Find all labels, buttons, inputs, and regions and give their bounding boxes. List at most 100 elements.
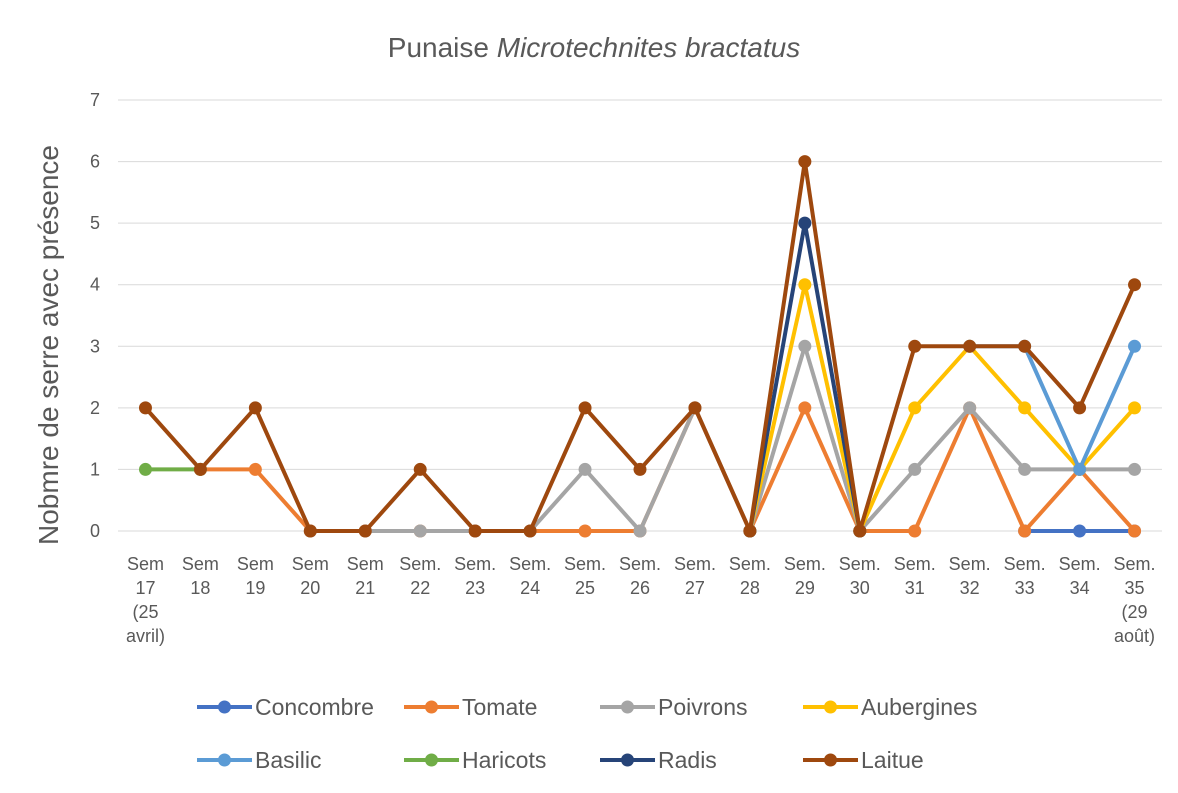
series-marker: [1128, 462, 1142, 476]
series-marker: [798, 278, 812, 292]
legend-marker: [824, 753, 837, 767]
legend-marker: [425, 700, 438, 714]
x-tick-label: Sem. 22: [399, 554, 441, 598]
x-tick-line: Sem.: [729, 554, 771, 574]
legend-label: Basilic: [255, 747, 321, 773]
series-marker: [578, 524, 592, 538]
x-tick-line: Sem.: [564, 554, 606, 574]
x-tick-line: 17: [135, 578, 155, 598]
legend-label: Aubergines: [861, 694, 977, 720]
x-tick-line: 31: [905, 578, 925, 598]
series-marker: [798, 401, 812, 415]
x-tick-line: 34: [1070, 578, 1090, 598]
x-tick-line: Sem.: [1114, 554, 1156, 574]
series-marker: [908, 524, 922, 538]
series-marker: [963, 401, 977, 415]
series-marker: [1073, 462, 1087, 476]
x-tick-line: Sem.: [399, 554, 441, 574]
series-marker: [303, 524, 317, 538]
x-tick-label: Sem 17 (25 avril): [126, 554, 165, 646]
x-tick-line: 29: [795, 578, 815, 598]
x-tick-line: Sem.: [839, 554, 881, 574]
x-tick-line: 26: [630, 578, 650, 598]
legend-marker: [218, 753, 231, 767]
x-tick-line: 30: [850, 578, 870, 598]
x-tick-line: Sem.: [509, 554, 551, 574]
x-tick-label: Sem. 25: [564, 554, 606, 598]
x-tick-line: 20: [300, 578, 320, 598]
series-marker: [908, 462, 922, 476]
series-marker: [578, 462, 592, 476]
y-axis-label: Nobmre de serre avec présence: [33, 145, 64, 545]
series-marker: [908, 339, 922, 353]
x-tick-line: 24: [520, 578, 540, 598]
x-tick-line: Sem: [347, 554, 384, 574]
y-tick-label: 7: [90, 90, 100, 110]
x-tick-line: 18: [190, 578, 210, 598]
y-tick-label: 1: [90, 459, 100, 479]
legend-marker: [218, 700, 231, 714]
x-tick-line: Sem.: [784, 554, 826, 574]
series-marker: [633, 462, 647, 476]
x-tick-label: Sem 21: [347, 554, 384, 598]
x-tick-line: avril): [126, 626, 165, 646]
series-marker: [413, 524, 427, 538]
series-marker: [1128, 278, 1142, 292]
y-tick-label: 4: [90, 275, 100, 295]
y-tick-label: 6: [90, 152, 100, 172]
x-tick-label: Sem. 28: [729, 554, 771, 598]
series-marker: [193, 462, 207, 476]
series-marker: [1073, 401, 1087, 415]
legend-label: Concombre: [255, 694, 374, 720]
x-tick-line: (25: [132, 602, 158, 622]
x-tick-line: Sem: [292, 554, 329, 574]
legend-marker: [425, 753, 438, 767]
x-tick-line: Sem.: [894, 554, 936, 574]
series-marker: [688, 401, 702, 415]
x-tick-label: Sem. 26: [619, 554, 661, 598]
x-tick-label: Sem. 23: [454, 554, 496, 598]
x-tick-line: 32: [960, 578, 980, 598]
y-tick-label: 0: [90, 521, 100, 541]
legend-marker: [621, 753, 634, 767]
series-marker: [413, 462, 427, 476]
x-tick-line: Sem.: [949, 554, 991, 574]
x-tick-line: août): [1114, 626, 1155, 646]
x-tick-line: 33: [1015, 578, 1035, 598]
x-tick-line: 23: [465, 578, 485, 598]
series-marker: [1128, 339, 1142, 353]
x-tick-line: 35: [1125, 578, 1145, 598]
series-marker: [1018, 401, 1032, 415]
series-marker: [578, 401, 592, 415]
legend-label: Haricots: [462, 747, 546, 773]
legend-marker: [824, 700, 837, 714]
legend-label: Poivrons: [658, 694, 747, 720]
legend-label: Laitue: [861, 747, 924, 773]
series-marker: [743, 524, 757, 538]
legend-marker: [621, 700, 634, 714]
x-tick-label: Sem. 27: [674, 554, 716, 598]
x-tick-line: Sem: [182, 554, 219, 574]
series-marker: [248, 462, 262, 476]
y-tick-label: 5: [90, 213, 100, 233]
x-tick-line: Sem.: [454, 554, 496, 574]
x-tick-line: Sem: [127, 554, 164, 574]
x-tick-line: Sem.: [619, 554, 661, 574]
x-tick-label: Sem. 29: [784, 554, 826, 598]
chart-title: Punaise Microtechnites bractatus: [388, 32, 800, 63]
series-marker: [1128, 524, 1142, 538]
series-line: [747, 282, 1137, 533]
series-marker: [908, 401, 922, 415]
x-tick-line: Sem.: [674, 554, 716, 574]
x-tick-line: 25: [575, 578, 595, 598]
legend-label: Radis: [658, 747, 717, 773]
series-marker: [798, 155, 812, 169]
series-marker: [138, 462, 152, 476]
series-marker: [798, 339, 812, 353]
x-tick-line: Sem.: [1059, 554, 1101, 574]
y-tick-label: 2: [90, 398, 100, 418]
title-text: Punaise: [388, 32, 489, 63]
series-marker: [1018, 462, 1032, 476]
